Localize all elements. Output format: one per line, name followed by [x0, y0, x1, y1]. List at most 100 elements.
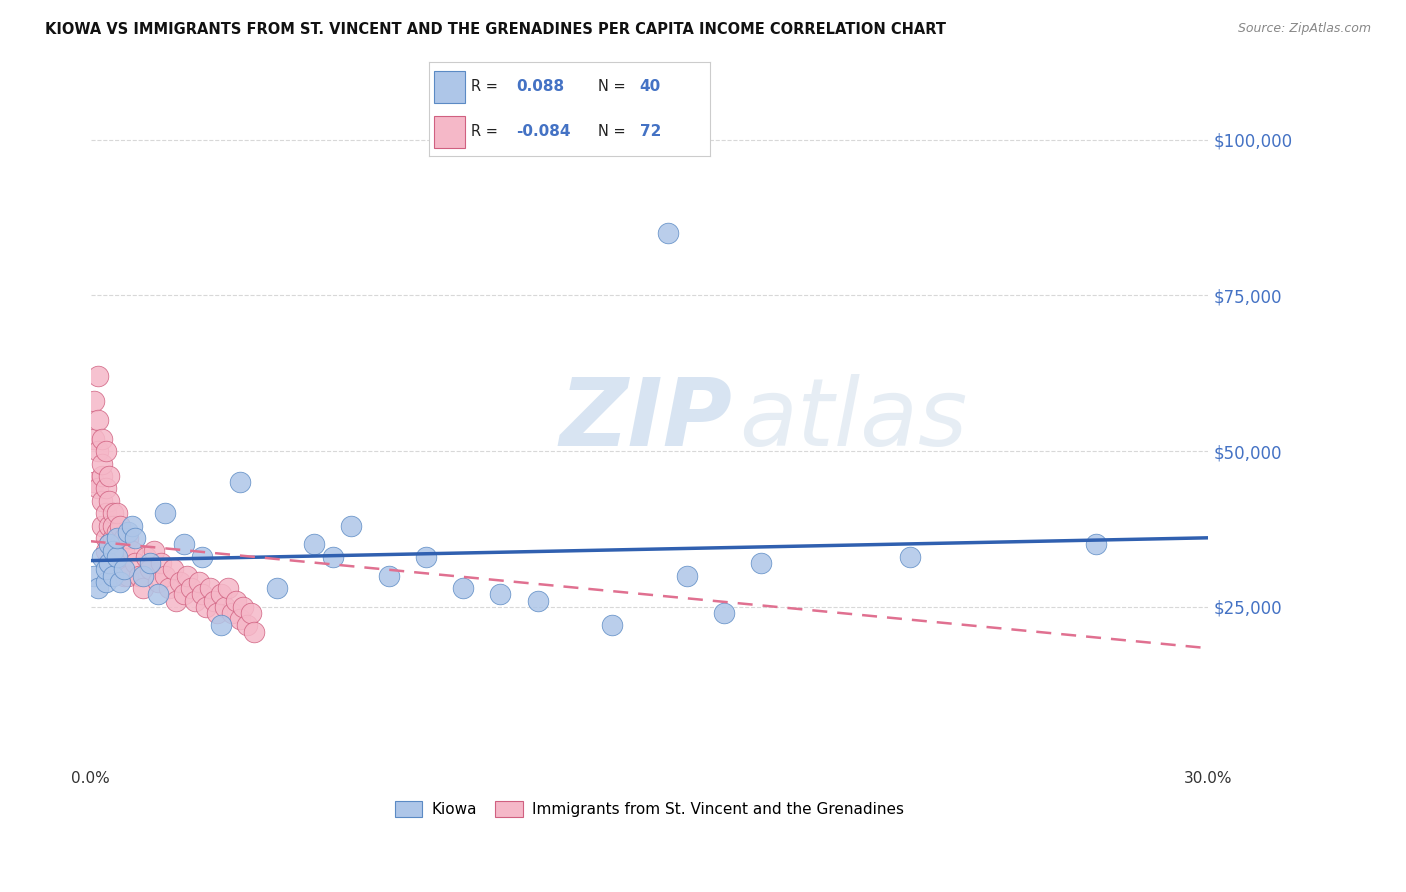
Point [112, 531, 135, 545]
Point [749, 556, 772, 570]
Point [105, 506, 128, 520]
Point [228, 612, 250, 626]
Point [94, 531, 117, 545]
Point [94, 482, 117, 496]
Point [90, 518, 112, 533]
Point [322, 549, 344, 564]
Point [90, 432, 112, 446]
Point [90, 549, 112, 564]
FancyBboxPatch shape [434, 116, 465, 148]
Point [600, 618, 623, 632]
Point [90, 494, 112, 508]
Point [105, 549, 128, 564]
Point [657, 226, 679, 240]
Point [142, 543, 165, 558]
Point [377, 568, 399, 582]
Point [162, 562, 184, 576]
Point [202, 593, 225, 607]
Point [165, 593, 187, 607]
Point [90, 457, 112, 471]
Point [87, 413, 110, 427]
Point [146, 574, 169, 589]
Point [98, 556, 121, 570]
Point [146, 587, 169, 601]
Point [105, 549, 128, 564]
Point [132, 568, 155, 582]
Text: N =: N = [598, 79, 626, 95]
Point [94, 506, 117, 520]
Text: KIOWA VS IMMIGRANTS FROM ST. VINCENT AND THE GRENADINES PER CAPITA INCOME CORREL: KIOWA VS IMMIGRANTS FROM ST. VINCENT AND… [45, 22, 946, 37]
Point [83, 568, 105, 582]
Text: Source: ZipAtlas.com: Source: ZipAtlas.com [1237, 22, 1371, 36]
Point [94, 543, 117, 558]
Point [207, 606, 229, 620]
Point [340, 518, 363, 533]
Point [239, 606, 262, 620]
Point [87, 482, 110, 496]
Text: 0.088: 0.088 [516, 79, 564, 95]
Point [128, 568, 150, 582]
Point [124, 531, 146, 545]
Point [139, 562, 162, 576]
Point [526, 593, 548, 607]
Point [214, 599, 236, 614]
Point [90, 469, 112, 483]
Point [191, 587, 214, 601]
Point [98, 518, 121, 533]
Text: R =: R = [471, 79, 498, 95]
Point [675, 568, 697, 582]
Point [121, 543, 143, 558]
Point [121, 518, 143, 533]
Point [112, 562, 135, 576]
Point [135, 549, 157, 564]
Point [173, 537, 195, 551]
Point [117, 524, 139, 539]
Point [94, 444, 117, 458]
Point [112, 568, 135, 582]
Point [105, 524, 128, 539]
Point [94, 574, 117, 589]
Point [110, 537, 132, 551]
Point [153, 506, 176, 520]
Point [415, 549, 437, 564]
Point [98, 537, 121, 551]
Point [101, 506, 124, 520]
Point [110, 518, 132, 533]
Point [489, 587, 512, 601]
Point [132, 581, 155, 595]
Point [221, 606, 243, 620]
Point [124, 556, 146, 570]
Point [101, 543, 124, 558]
Point [898, 549, 921, 564]
Point [302, 537, 325, 551]
Point [98, 537, 121, 551]
Point [1085, 537, 1108, 551]
Point [225, 593, 247, 607]
Point [266, 581, 288, 595]
Point [228, 475, 250, 490]
Point [110, 574, 132, 589]
Point [451, 581, 474, 595]
Point [101, 531, 124, 545]
Point [87, 444, 110, 458]
Point [232, 599, 254, 614]
Point [87, 581, 110, 595]
Point [98, 556, 121, 570]
Text: atlas: atlas [738, 375, 967, 466]
Point [176, 568, 198, 582]
Point [191, 549, 214, 564]
Point [195, 599, 218, 614]
Point [713, 606, 735, 620]
Point [169, 574, 191, 589]
Point [184, 593, 207, 607]
Point [83, 432, 105, 446]
Point [83, 475, 105, 490]
Point [117, 568, 139, 582]
Point [105, 531, 128, 545]
Point [217, 581, 239, 595]
Point [83, 394, 105, 409]
Point [180, 581, 202, 595]
Point [209, 618, 232, 632]
Point [173, 587, 195, 601]
Point [98, 469, 121, 483]
